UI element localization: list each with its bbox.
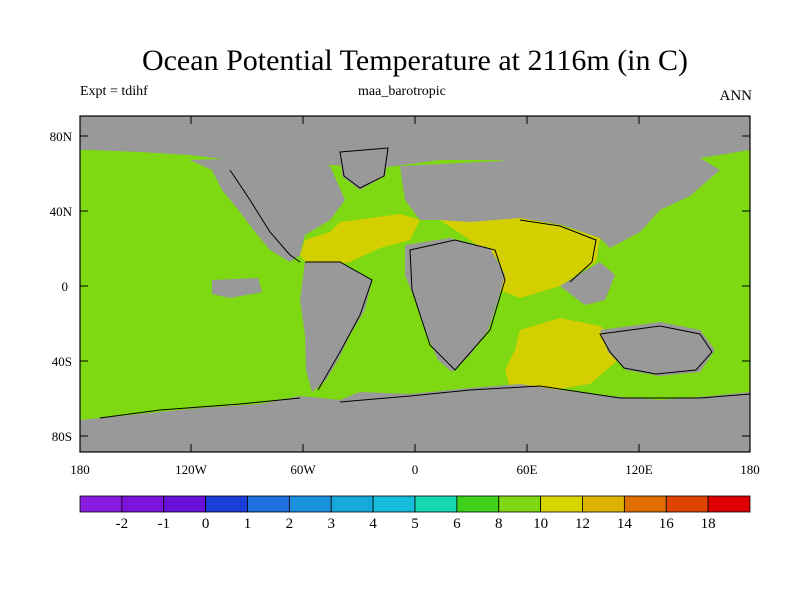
colorbar-tick-label: 10	[533, 516, 548, 532]
lon-label-60e: 60E	[517, 462, 538, 477]
colorbar-swatch	[163, 495, 207, 513]
map-panel: 80N 40N 0 40S 80S 180 120W 60W 0 60E 120…	[50, 115, 760, 477]
colorbar-swatch	[707, 495, 751, 513]
plot-title: Ocean Potential Temperature at 2116m (in…	[141, 44, 689, 77]
colorbar-swatch	[372, 495, 416, 513]
warm-ocean-regions	[300, 214, 620, 392]
colorbar: -2 -1 0 1 2 3 4 5 6 8 10 12 14 16 18	[79, 495, 751, 532]
colorbar-tick-label: 16	[659, 516, 675, 532]
lon-label-180e: 180	[740, 462, 760, 477]
season-label: ANN	[719, 88, 753, 104]
coastlines	[99, 147, 751, 419]
colorbar-swatch	[330, 495, 374, 513]
colorbar-tick-label: 1	[244, 516, 252, 532]
colorbar-tick-label: 3	[328, 516, 336, 532]
colorbar-swatch	[540, 495, 583, 513]
colorbar-swatch	[582, 495, 625, 513]
colorbar-tick-label: 12	[575, 516, 590, 532]
colorbar-swatch	[205, 495, 248, 513]
colorbar-swatch	[456, 495, 500, 513]
lat-label-0: 0	[62, 279, 69, 294]
experiment-label: Expt = tdihf	[80, 84, 148, 99]
colorbar-tick-label: 8	[495, 516, 503, 532]
axis-ticks	[80, 116, 750, 452]
colorbar-tick-label: 6	[453, 516, 461, 532]
colorbar-tick-label: 18	[701, 516, 716, 532]
case-label: maa_barotropic	[358, 84, 446, 99]
colorbar-tick-label: 4	[369, 516, 377, 532]
lat-label-40n: 40N	[50, 204, 73, 219]
colorbar-tick-label: -2	[116, 516, 129, 532]
colorbar-tick-label: 2	[286, 516, 294, 532]
colorbar-tick-label: 5	[411, 516, 419, 532]
lat-label-80n: 80N	[50, 129, 73, 144]
colorbar-swatch	[498, 495, 542, 513]
colorbar-tick-label: 14	[617, 516, 633, 532]
lon-label-60w: 60W	[290, 462, 316, 477]
colorbar-swatch	[121, 495, 165, 513]
colorbar-swatch	[414, 495, 458, 513]
colorbar-tick-label: 0	[202, 516, 210, 532]
lat-label-40s: 40S	[52, 354, 72, 369]
colorbar-swatch	[623, 495, 667, 513]
lon-label-120e: 120E	[625, 462, 653, 477]
lon-label-0: 0	[412, 462, 419, 477]
colorbar-swatch	[665, 495, 709, 513]
colorbar-swatch	[288, 495, 332, 513]
lon-label-180w: 180	[70, 462, 90, 477]
colorbar-tick-label: -1	[158, 516, 171, 532]
colorbar-swatch	[247, 495, 290, 513]
lon-label-120w: 120W	[175, 462, 208, 477]
lat-label-80s: 80S	[52, 429, 72, 444]
colorbar-swatch	[79, 495, 123, 513]
